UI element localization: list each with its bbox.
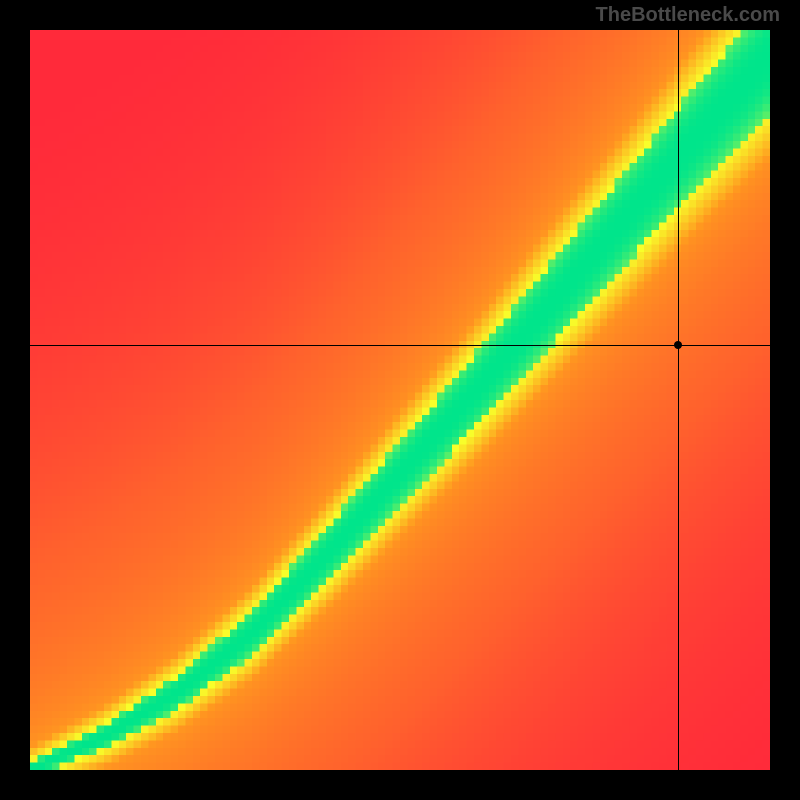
heatmap-plot-area <box>30 30 770 770</box>
heatmap-canvas <box>30 30 770 770</box>
watermark-label: TheBottleneck.com <box>596 4 780 27</box>
crosshair-vertical-line <box>678 30 679 770</box>
crosshair-marker-dot <box>674 341 682 349</box>
crosshair-horizontal-line <box>30 345 770 346</box>
